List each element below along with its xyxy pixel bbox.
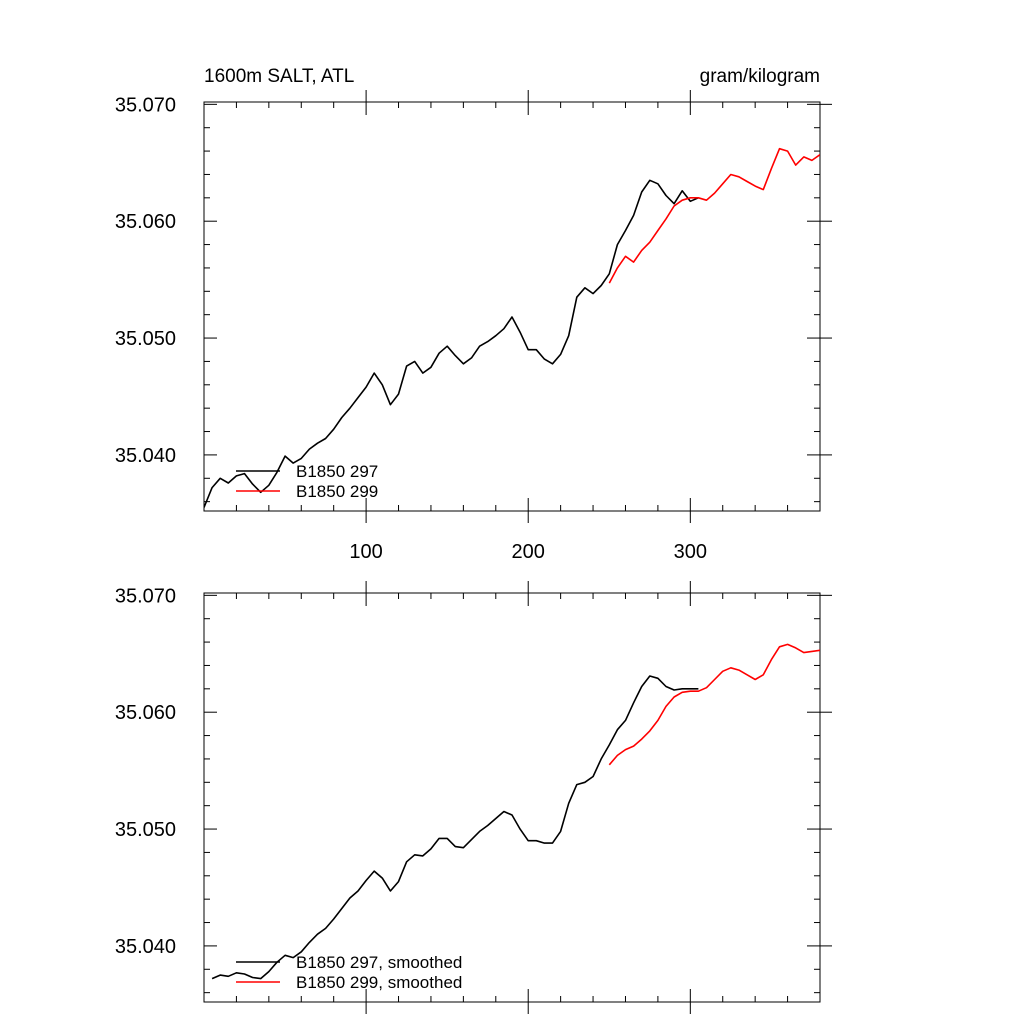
series-line-2 xyxy=(608,147,820,284)
series-line-1 xyxy=(211,675,699,980)
y-tick-label: 35.040 xyxy=(115,936,176,958)
legend-label-2: B1850 299 xyxy=(296,482,378,501)
y-tick-label: 35.060 xyxy=(115,702,176,724)
series-line-2 xyxy=(608,643,820,766)
y-tick-label: 35.060 xyxy=(115,211,176,233)
y-tick-label: 35.050 xyxy=(115,328,176,350)
y-tick-label: 35.070 xyxy=(115,585,176,607)
x-tick-label: 300 xyxy=(674,541,707,563)
x-tick-label: 200 xyxy=(512,541,545,563)
y-tick-label: 35.070 xyxy=(115,94,176,116)
legend-label-1: B1850 297, smoothed xyxy=(296,953,462,972)
y-tick-label: 35.040 xyxy=(115,445,176,467)
legend-label-1: B1850 297 xyxy=(296,462,378,481)
plot-frame xyxy=(203,592,821,1003)
series-line-1 xyxy=(204,179,699,508)
top-panel: 100 200 300 35.040 35.050 35.060 35.070 B1850 2… xyxy=(115,90,832,563)
plot-title: 1600m SALT, ATL xyxy=(204,66,354,87)
legend-label-2: B1850 299, smoothed xyxy=(296,973,462,992)
y-tick-label: 35.050 xyxy=(115,819,176,841)
bottom-panel: 35.040 35.050 35.060 35.070 B1850 297, smoot… xyxy=(115,581,832,1014)
x-tick-label: 100 xyxy=(349,541,382,563)
plot-frame xyxy=(203,101,821,512)
units-label: gram/kilogram xyxy=(700,66,820,87)
